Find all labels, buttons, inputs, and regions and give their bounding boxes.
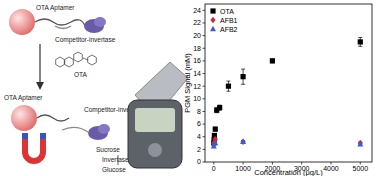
legend-label: OTA xyxy=(220,8,234,15)
y-tick xyxy=(203,73,206,74)
point xyxy=(240,138,245,145)
aptamer xyxy=(35,19,85,26)
molecule xyxy=(83,58,88,60)
molecule xyxy=(74,52,83,62)
molecule xyxy=(88,55,97,65)
y-tick-label: 22 xyxy=(193,19,201,26)
arrow-head xyxy=(36,82,44,90)
figure: OTA Aptamer Competitor-invertase OTA OTA Ap… xyxy=(0,0,378,176)
point xyxy=(217,105,222,110)
arrow xyxy=(39,44,40,86)
label: Sucrose xyxy=(96,146,120,153)
aptamer xyxy=(37,115,69,121)
error-bar xyxy=(226,81,230,91)
y-tick xyxy=(203,10,206,11)
label: Competitor-invertase xyxy=(55,36,116,44)
label: Invertase xyxy=(102,156,129,163)
legend-marker xyxy=(210,26,216,32)
y-tick xyxy=(203,48,206,49)
arrow xyxy=(118,155,119,165)
error-bar xyxy=(358,37,362,46)
y-tick-label: 10 xyxy=(193,95,201,102)
x-tick-label: 0 xyxy=(212,165,216,172)
label: OTA Aptamer xyxy=(4,94,43,102)
y-tick-label: 12 xyxy=(193,83,201,90)
label: OTA xyxy=(74,71,88,78)
error-bar xyxy=(270,59,274,63)
diagram: OTA Aptamer Competitor-invertase OTA OTA Ap… xyxy=(4,4,188,173)
point xyxy=(226,84,231,89)
y-tick xyxy=(203,149,206,150)
plot-frame xyxy=(205,4,372,162)
chart: 0246810121416182022240100020003000400050… xyxy=(183,4,372,176)
y-tick xyxy=(203,136,206,137)
invertase xyxy=(98,124,110,134)
y-tick xyxy=(203,98,206,99)
x-tick-label: 5000 xyxy=(352,165,368,172)
glucometer-button xyxy=(148,143,162,157)
magnet-pole xyxy=(40,133,46,139)
legend: OTA AFB1 AFB2 xyxy=(210,8,238,33)
bead xyxy=(9,9,35,35)
glucometer xyxy=(128,100,182,168)
glucometer-screen xyxy=(135,108,175,132)
error-bar xyxy=(241,69,245,84)
y-tick-label: 20 xyxy=(193,32,201,39)
point xyxy=(358,140,363,147)
competitor xyxy=(55,26,71,29)
y-tick xyxy=(203,111,206,112)
x-tick-label: 1000 xyxy=(235,165,251,172)
y-tick-label: 2 xyxy=(197,146,201,153)
y-tick-label: 18 xyxy=(193,45,201,52)
point xyxy=(240,139,246,145)
competitor xyxy=(62,127,88,132)
y-tick xyxy=(203,124,206,125)
point xyxy=(270,58,275,63)
plot-area xyxy=(211,37,363,148)
y-tick xyxy=(203,60,206,61)
y-tick-label: 0 xyxy=(197,158,201,165)
y-tick-label: 8 xyxy=(197,108,201,115)
legend-marker xyxy=(210,8,215,13)
bead xyxy=(11,105,37,131)
y-tick-label: 14 xyxy=(193,70,201,77)
point xyxy=(240,74,245,79)
point xyxy=(213,127,218,132)
invertase xyxy=(94,17,106,27)
magnet xyxy=(22,136,46,164)
y-tick xyxy=(203,35,206,36)
molecule xyxy=(65,57,74,67)
label: Glucose xyxy=(102,166,126,173)
legend-label: AFB2 xyxy=(220,26,238,33)
magnet-pole xyxy=(22,133,28,139)
point xyxy=(357,141,363,147)
legend-label: AFB1 xyxy=(220,17,238,24)
y-tick xyxy=(203,86,206,87)
x-axis-label: Concentration (μg/L) xyxy=(254,168,323,176)
molecule xyxy=(56,57,65,67)
error-bar xyxy=(218,105,222,110)
y-tick xyxy=(203,162,206,163)
label: OTA Aptamer xyxy=(36,4,75,12)
error-bar xyxy=(213,127,217,131)
x-tick-label: 4000 xyxy=(323,165,339,172)
point xyxy=(358,39,363,44)
y-tick-label: 16 xyxy=(193,57,201,64)
legend-marker xyxy=(210,17,215,24)
y-tick-label: 24 xyxy=(193,7,201,14)
y-tick-label: 6 xyxy=(197,120,201,127)
point xyxy=(212,140,218,146)
y-tick-label: 4 xyxy=(197,133,201,140)
y-tick xyxy=(203,22,206,23)
y-axis-label: PGM Signal (mM) xyxy=(183,53,192,113)
